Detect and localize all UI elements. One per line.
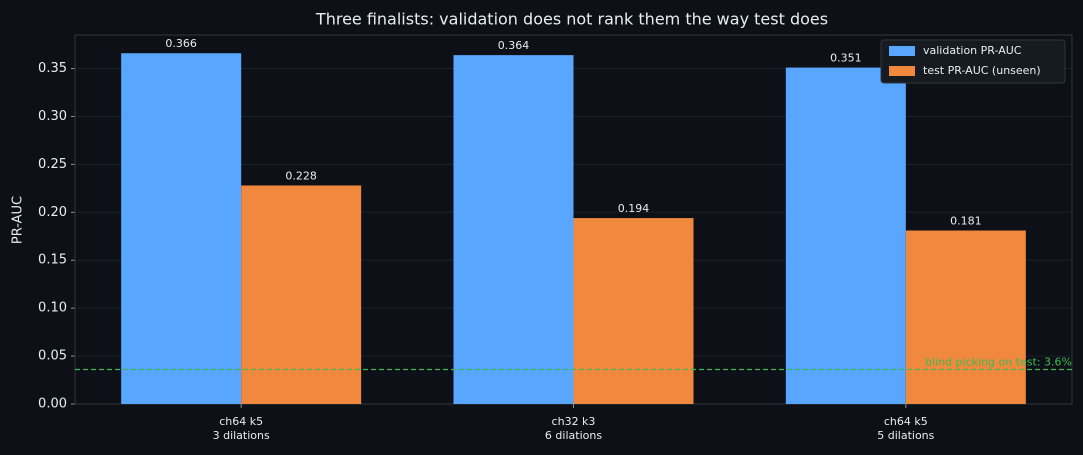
y-tick-label: 0.35	[38, 61, 67, 76]
chart-title: Three finalists: validation does not ran…	[315, 10, 828, 29]
bar	[241, 185, 362, 404]
y-tick-label: 0.20	[38, 205, 67, 220]
x-tick-label: ch64 k5 3 dilations	[213, 415, 270, 442]
y-tick-label: 0.00	[38, 397, 67, 412]
legend-swatch	[889, 46, 915, 56]
legend-box	[880, 39, 1066, 84]
y-tick-label: 0.05	[38, 349, 67, 364]
bar	[453, 55, 574, 405]
legend-label: validation PR-AUC	[923, 44, 1022, 57]
y-axis-label: PR-AUC	[11, 196, 26, 244]
value-label: 0.228	[285, 169, 317, 182]
reference-label: blind picking on test: 3.6%	[925, 355, 1072, 368]
y-tick-label: 0.10	[38, 301, 67, 316]
y-tick-label: 0.30	[38, 109, 67, 124]
x-tick-label: ch32 k3 6 dilations	[545, 415, 602, 442]
bar	[121, 53, 242, 404]
bar	[573, 218, 694, 404]
y-tick-label: 0.15	[38, 253, 67, 268]
legend-swatch	[889, 66, 915, 76]
y-tick-label: 0.25	[38, 157, 67, 172]
bar	[785, 67, 906, 405]
value-label: 0.194	[618, 202, 650, 215]
bar	[905, 230, 1026, 404]
value-label: 0.364	[498, 39, 530, 52]
value-label: 0.181	[950, 215, 982, 228]
value-label: 0.351	[830, 52, 862, 65]
value-label: 0.366	[165, 37, 197, 50]
x-tick-label: ch64 k5 5 dilations	[877, 415, 934, 442]
legend-label: test PR-AUC (unseen)	[923, 64, 1041, 77]
